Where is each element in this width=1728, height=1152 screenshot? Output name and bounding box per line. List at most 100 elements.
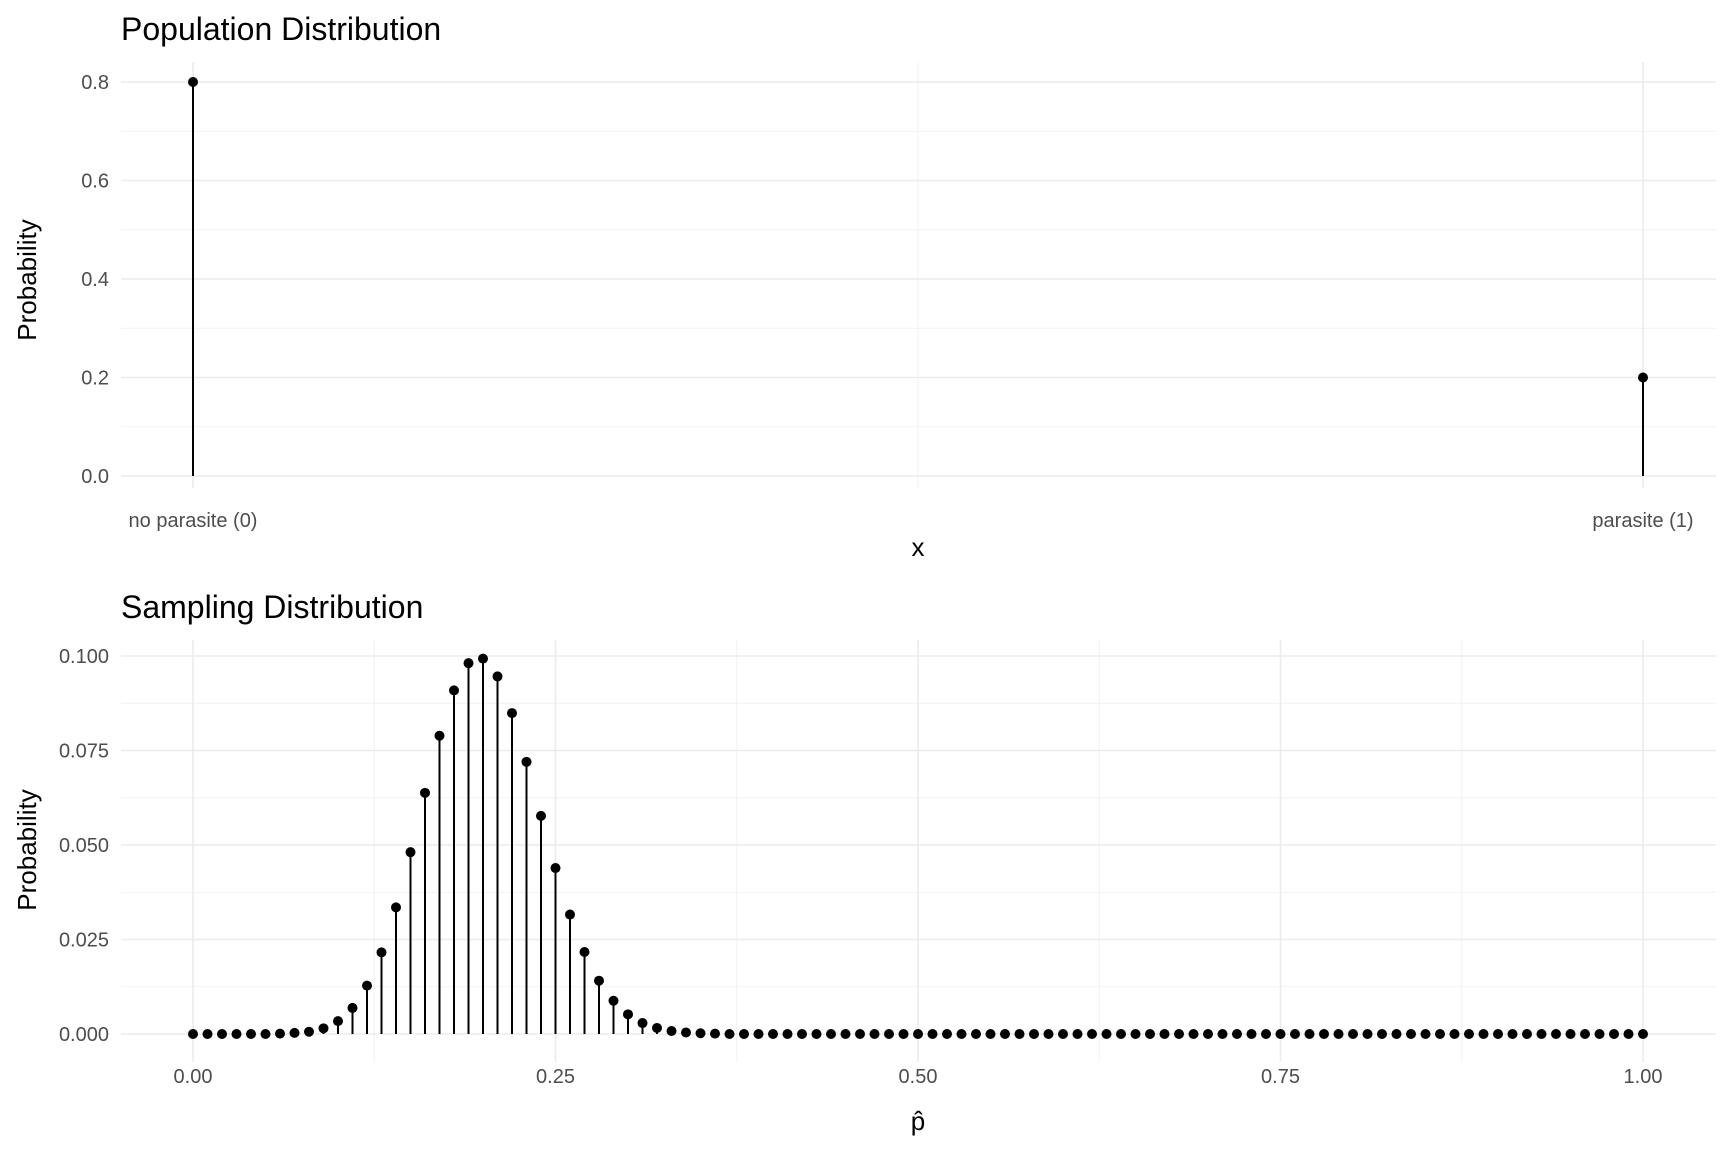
lollipop-point bbox=[1188, 1029, 1199, 1039]
lollipop-point bbox=[811, 1029, 822, 1039]
lollipop-point bbox=[565, 909, 575, 920]
lollipop-point bbox=[449, 685, 459, 696]
lollipop-point bbox=[1565, 1029, 1576, 1039]
lollipop-point bbox=[695, 1028, 706, 1039]
x-tick-label: 0.25 bbox=[536, 1066, 575, 1088]
lollipop-point bbox=[1101, 1029, 1112, 1039]
lollipop-point bbox=[434, 730, 445, 741]
lollipop-point bbox=[347, 1002, 358, 1013]
lollipop-point bbox=[1420, 1029, 1431, 1039]
lollipop-point bbox=[1261, 1029, 1271, 1039]
population-x-axis-title: x bbox=[912, 532, 925, 562]
lollipop-point bbox=[594, 975, 604, 986]
y-tick-label: 0.0 bbox=[81, 466, 109, 488]
x-tick-label: no parasite (0) bbox=[129, 510, 258, 532]
y-tick-label: 0.4 bbox=[81, 269, 109, 291]
sampling-y-axis-title: Probability bbox=[12, 789, 42, 910]
x-tick-label: 0.00 bbox=[174, 1066, 213, 1088]
lollipop-point bbox=[710, 1028, 720, 1039]
lollipop-point bbox=[1594, 1029, 1605, 1039]
sampling-tick-labels: 0.000 0.025 0.050 0.075 0.100 0.00 0.25 0.50 0.7… bbox=[59, 646, 1663, 1088]
lollipop-point bbox=[666, 1025, 677, 1036]
lollipop-point bbox=[1319, 1029, 1329, 1039]
lollipop-point bbox=[463, 658, 474, 669]
lollipop-point bbox=[1638, 1029, 1648, 1039]
lollipop-point bbox=[507, 708, 517, 719]
lollipop-point bbox=[275, 1028, 285, 1039]
population-distribution-panel: Population Distribution 0.0 0.2 0.4 0.6 0.8 n… bbox=[12, 11, 1716, 562]
y-tick-label: 0.075 bbox=[59, 741, 109, 763]
lollipop-point bbox=[420, 787, 430, 798]
lollipop-point bbox=[1623, 1029, 1634, 1039]
lollipop-point bbox=[1203, 1029, 1213, 1039]
lollipop-point bbox=[492, 671, 503, 682]
lollipop-point bbox=[1246, 1029, 1257, 1039]
lollipop-point bbox=[550, 863, 561, 874]
population-marks bbox=[188, 77, 1648, 476]
lollipop-point bbox=[289, 1027, 300, 1038]
lollipop-point bbox=[1116, 1029, 1126, 1039]
lollipop-point bbox=[1348, 1029, 1358, 1039]
lollipop-point bbox=[304, 1026, 314, 1037]
x-tick-label: 0.75 bbox=[1261, 1066, 1300, 1088]
lollipop-point bbox=[1014, 1029, 1025, 1039]
y-tick-label: 0.000 bbox=[59, 1024, 109, 1046]
lollipop-point bbox=[927, 1029, 938, 1039]
lollipop-point bbox=[1435, 1029, 1445, 1039]
population-tick-labels: 0.0 0.2 0.4 0.6 0.8 no parasite (0) parasite (… bbox=[81, 72, 1693, 532]
lollipop-point bbox=[1087, 1029, 1097, 1039]
lollipop-point bbox=[1638, 372, 1648, 383]
lollipop-point bbox=[681, 1027, 691, 1038]
lollipop-point bbox=[840, 1029, 851, 1039]
lollipop-point bbox=[956, 1029, 967, 1039]
lollipop-point bbox=[1551, 1029, 1561, 1039]
lollipop-point bbox=[1478, 1029, 1489, 1039]
sampling-x-axis-title: p̂ bbox=[911, 1106, 925, 1136]
lollipop-point bbox=[1174, 1029, 1184, 1039]
x-tick-label: 0.50 bbox=[899, 1066, 938, 1088]
lollipop-point bbox=[652, 1022, 662, 1033]
lollipop-point bbox=[1232, 1029, 1242, 1039]
lollipop-point bbox=[188, 77, 198, 87]
lollipop-point bbox=[1449, 1029, 1460, 1039]
lollipop-point bbox=[405, 847, 416, 858]
lollipop-point bbox=[1072, 1029, 1083, 1039]
lollipop-point bbox=[898, 1029, 909, 1039]
lollipop-point bbox=[782, 1029, 793, 1039]
lollipop-point bbox=[1406, 1029, 1416, 1039]
x-tick-label: 1.00 bbox=[1624, 1066, 1663, 1088]
lollipop-point bbox=[188, 1029, 198, 1039]
lollipop-point bbox=[942, 1029, 952, 1039]
population-chart-title: Population Distribution bbox=[121, 11, 441, 47]
lollipop-point bbox=[579, 946, 590, 957]
lollipop-point bbox=[536, 810, 546, 821]
lollipop-point bbox=[637, 1018, 648, 1029]
lollipop-point bbox=[1304, 1029, 1315, 1039]
y-tick-label: 0.2 bbox=[81, 368, 109, 390]
lollipop-point bbox=[376, 947, 387, 958]
y-tick-label: 0.8 bbox=[81, 72, 109, 94]
lollipop-point bbox=[608, 995, 619, 1006]
lollipop-point bbox=[884, 1029, 894, 1039]
lollipop-point bbox=[1464, 1029, 1474, 1039]
lollipop-point bbox=[1130, 1029, 1141, 1039]
lollipop-point bbox=[1000, 1029, 1010, 1039]
y-tick-label: 0.025 bbox=[59, 930, 109, 952]
lollipop-point bbox=[318, 1023, 329, 1034]
y-tick-label: 0.100 bbox=[59, 646, 109, 668]
sampling-distribution-panel: Sampling Distribution 0.0000.0250.0500.0… bbox=[12, 589, 1716, 1136]
population-gridlines bbox=[121, 62, 1716, 488]
lollipop-point bbox=[260, 1029, 271, 1039]
lollipop-point bbox=[869, 1029, 880, 1039]
lollipop-point bbox=[521, 756, 532, 767]
lollipop-point bbox=[1362, 1029, 1373, 1039]
lollipop-point bbox=[1391, 1029, 1402, 1039]
lollipop-point bbox=[623, 1009, 633, 1020]
lollipop-point bbox=[391, 902, 401, 913]
y-tick-label: 0.050 bbox=[59, 835, 109, 857]
lollipop-point bbox=[1493, 1029, 1503, 1039]
lollipop-point bbox=[913, 1029, 923, 1039]
lollipop-point bbox=[1043, 1029, 1054, 1039]
lollipop-point bbox=[202, 1029, 213, 1039]
